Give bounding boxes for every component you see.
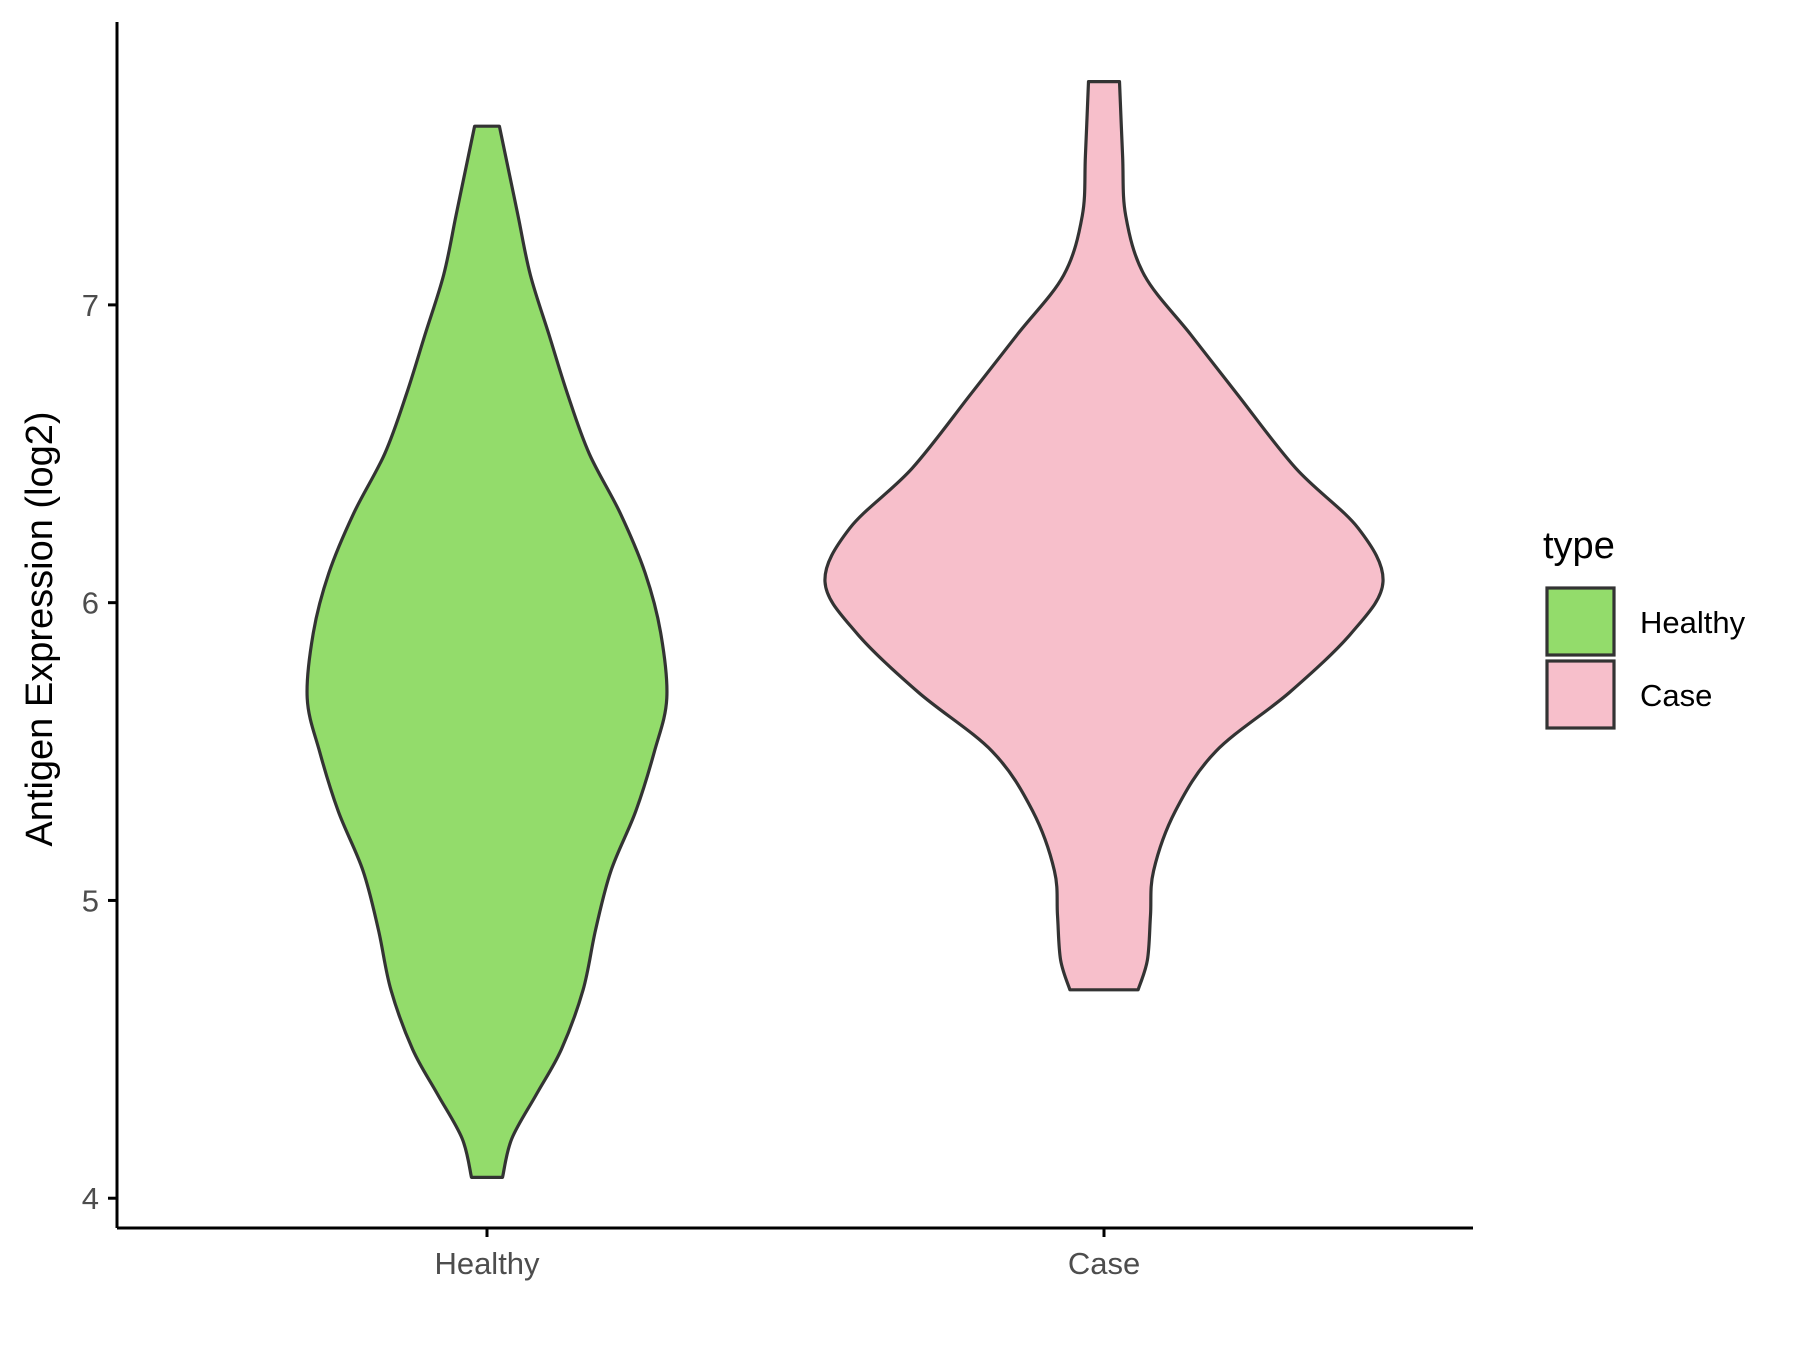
legend-items: Healthy Case xyxy=(1545,586,1746,730)
x-tick-label: Case xyxy=(1068,1246,1140,1281)
y-tick-label: 4 xyxy=(82,1181,99,1216)
y-axis-title: Antigen Expression (log2) xyxy=(19,411,61,846)
violin-healthy xyxy=(305,124,669,1179)
legend-label: Healthy xyxy=(1640,605,1746,640)
legend: type Healthy Case xyxy=(1543,525,1746,730)
legend-swatch xyxy=(1545,659,1616,730)
legend-swatch xyxy=(1545,586,1616,657)
y-axis-ticks: 4 5 6 7 xyxy=(82,288,117,1216)
legend-title: type xyxy=(1543,525,1615,567)
violin-layer xyxy=(305,80,1385,1179)
y-tick-label: 7 xyxy=(82,288,99,323)
legend-label: Case xyxy=(1640,678,1712,713)
y-tick-label: 5 xyxy=(82,883,99,918)
y-tick-label: 6 xyxy=(82,586,99,621)
violin-case xyxy=(823,80,1385,992)
x-axis-ticks: Healthy Case xyxy=(434,1228,1140,1281)
x-tick-label: Healthy xyxy=(434,1246,540,1281)
